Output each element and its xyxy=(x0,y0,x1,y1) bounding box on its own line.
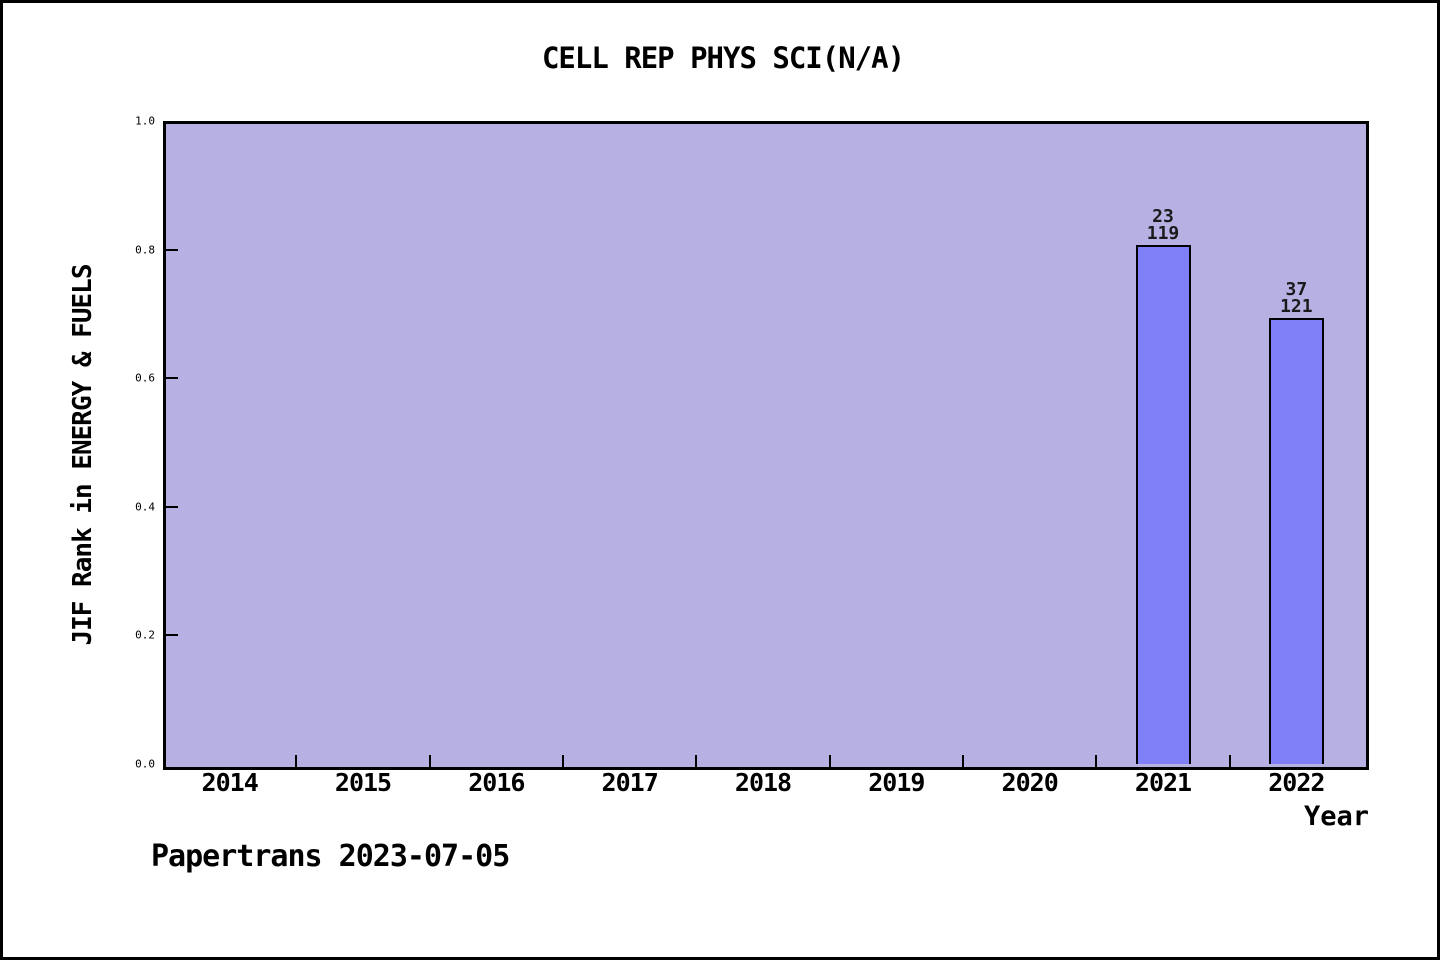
x-tick-label-2020: 2020 xyxy=(1001,768,1059,797)
y-tick-label: 0.6 xyxy=(135,371,155,385)
y-tick-label: 0.2 xyxy=(135,628,155,642)
y-tick-mark xyxy=(166,377,178,380)
x-tick-mark xyxy=(428,755,431,767)
x-tick-mark xyxy=(695,755,698,767)
y-tick-mark xyxy=(166,634,178,637)
x-tick-mark xyxy=(962,755,964,767)
x-tick-mark xyxy=(1228,755,1231,767)
chart-title: CELL REP PHYS SCI(N/A) xyxy=(541,41,905,75)
y-tick-mark xyxy=(166,505,178,508)
bar-2021 xyxy=(1135,245,1191,764)
x-tick-label-2019: 2019 xyxy=(868,768,925,797)
y-tick-label: 0.8 xyxy=(135,243,155,257)
y-tick-mark xyxy=(166,248,178,251)
x-tick-label-2021: 2021 xyxy=(1134,768,1192,797)
bar-2022 xyxy=(1268,317,1324,764)
footer-note: Papertrans 2023-07-05 xyxy=(151,839,510,874)
y-tick-label: 0.4 xyxy=(135,500,155,514)
x-tick-mark xyxy=(295,755,298,767)
bar-value-label-2021: 23 119 xyxy=(1146,206,1180,245)
y-tick-label: 0.0 xyxy=(135,757,155,771)
x-tick-mark xyxy=(828,755,831,767)
x-tick-label-2018: 2018 xyxy=(734,768,792,797)
bar-value-label-2022: 37 121 xyxy=(1280,278,1313,317)
x-tick-mark xyxy=(1095,755,1098,767)
x-tick-mark xyxy=(562,755,564,767)
y-axis-label: JIF Rank in ENERGY & FUELS xyxy=(68,264,98,646)
x-tick-label-2016: 2016 xyxy=(468,768,525,797)
y-tick-label: 1.0 xyxy=(135,114,155,128)
x-tick-label-2015: 2015 xyxy=(334,768,392,797)
x-tick-label-2022: 2022 xyxy=(1268,768,1325,797)
x-tick-label-2017: 2017 xyxy=(601,768,659,797)
x-axis-label: Year xyxy=(1303,801,1369,832)
x-tick-label-2014: 2014 xyxy=(201,768,259,797)
